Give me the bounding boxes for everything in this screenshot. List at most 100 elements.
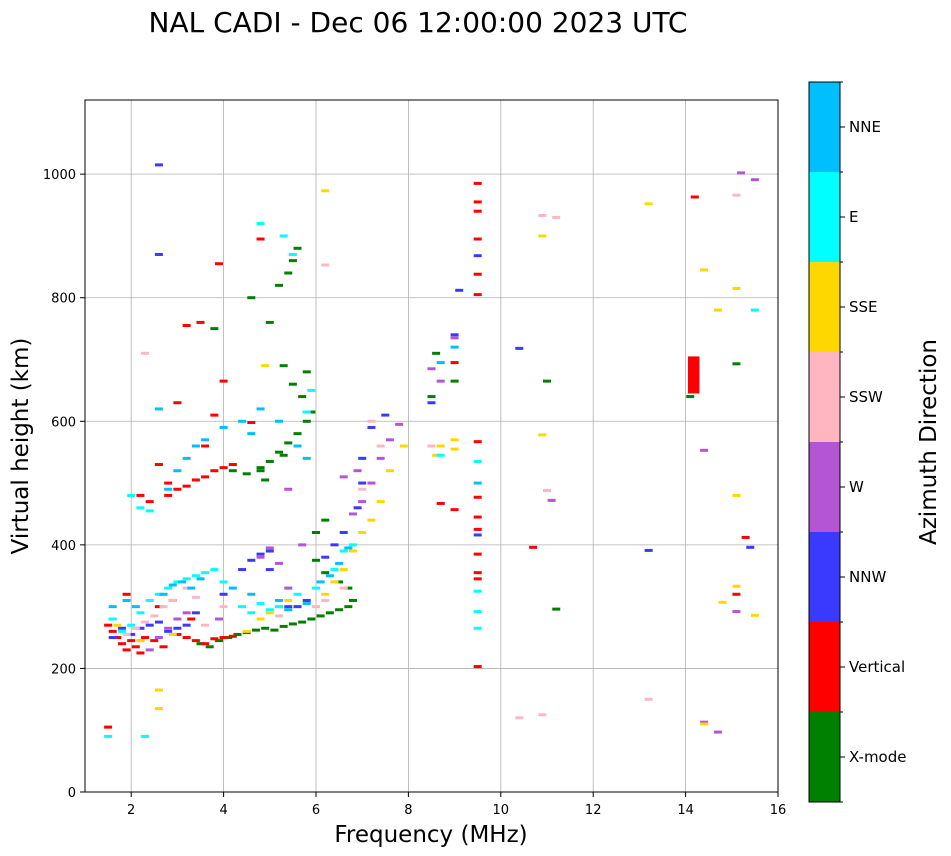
point-x-mode-7 xyxy=(261,626,270,630)
point-w-25 xyxy=(547,498,556,502)
point-e-2 xyxy=(117,629,126,633)
point-w-27 xyxy=(298,543,307,547)
point-x-mode-9 xyxy=(279,624,288,628)
point-nne-24 xyxy=(256,407,265,411)
point-w-30 xyxy=(339,475,348,479)
point-sse-19 xyxy=(450,447,459,451)
point-e-16 xyxy=(256,602,265,606)
point-vertical-55 xyxy=(473,665,482,669)
point-nne-1 xyxy=(122,598,131,602)
point-e-27 xyxy=(279,234,288,238)
x-axis-ticks: 2 4 6 8 10 12 14 16 xyxy=(127,792,786,818)
point-e-19 xyxy=(293,592,302,596)
point-sse-17 xyxy=(432,453,441,457)
colorbar-labels: X-mode Vertical NNW W SSW SSE E NNE xyxy=(840,81,906,803)
point-x-mode-49 xyxy=(552,607,561,611)
point-nnw-19 xyxy=(358,481,367,485)
point-vertical-36 xyxy=(145,500,154,504)
point-ssw-10 xyxy=(275,614,284,618)
x-tick-label-4: 10 xyxy=(493,803,510,818)
y-tick-label-3: 600 xyxy=(51,415,76,430)
point-nnw-5 xyxy=(154,620,163,624)
point-vertical-block xyxy=(687,356,700,394)
point-vertical-37 xyxy=(164,493,173,497)
point-w-10 xyxy=(348,512,357,516)
point-e-11 xyxy=(201,571,210,575)
point-e-23 xyxy=(348,543,357,547)
point-ssw-4 xyxy=(159,605,168,609)
x-tick-label-6: 14 xyxy=(677,803,694,818)
point-nne-13 xyxy=(316,580,325,584)
point-x-mode-23 xyxy=(242,472,251,476)
point-w-2 xyxy=(154,636,163,640)
point-e-3 xyxy=(127,623,136,627)
point-sse-35 xyxy=(261,364,270,368)
point-nnw-35 xyxy=(265,568,274,572)
point-nne-11 xyxy=(284,608,293,612)
point-vertical-51 xyxy=(473,527,482,531)
point-nnw-7 xyxy=(173,626,182,630)
point-nnw-14 xyxy=(302,598,311,602)
point-nnw-33 xyxy=(154,163,163,167)
point-vertical-33 xyxy=(214,262,223,266)
point-w-14 xyxy=(385,438,394,442)
point-nnw-20 xyxy=(367,425,376,429)
point-w-20 xyxy=(750,178,759,182)
colorbar-segment-nnw xyxy=(809,532,840,622)
point-w-4 xyxy=(173,617,182,621)
point-nnw-15 xyxy=(321,555,330,559)
point-nne-20 xyxy=(191,444,200,448)
point-nne-23 xyxy=(238,419,247,423)
point-ssw-6 xyxy=(141,351,150,355)
point-e-37 xyxy=(256,222,265,226)
point-vertical-24 xyxy=(201,475,210,479)
point-x-mode-43 xyxy=(321,518,330,522)
point-ssw-24 xyxy=(543,488,551,492)
point-vertical-28 xyxy=(201,444,210,448)
point-w-24 xyxy=(732,610,741,614)
point-w-21 xyxy=(700,448,709,452)
point-nne-0 xyxy=(108,605,117,609)
point-nnw-13 xyxy=(293,605,302,609)
point-nnw-36 xyxy=(284,605,293,609)
point-ssw-26 xyxy=(367,419,376,423)
point-vertical-64 xyxy=(173,401,182,405)
point-nnw-0 xyxy=(108,636,117,640)
point-ssw-25 xyxy=(321,263,330,267)
point-x-mode-53 xyxy=(247,296,256,300)
point-nnw-17 xyxy=(339,531,348,534)
point-nnw-23 xyxy=(450,333,459,337)
point-w-26 xyxy=(353,469,362,473)
point-ssw-27 xyxy=(201,623,210,627)
point-sse-13 xyxy=(367,518,376,522)
point-x-mode-41 xyxy=(279,453,288,457)
point-vertical-22 xyxy=(182,484,191,488)
point-nnw-34 xyxy=(154,252,163,256)
point-nnw-27 xyxy=(473,533,482,537)
point-vertical-26 xyxy=(219,466,228,470)
point-nnw-18 xyxy=(353,506,362,510)
point-vertical-14 xyxy=(201,642,210,646)
point-e-14 xyxy=(238,605,247,609)
point-ssw-12 xyxy=(312,605,320,609)
point-x-mode-29 xyxy=(302,419,311,423)
x-axis-title: Frequency (MHz) xyxy=(334,822,527,848)
point-vertical-35 xyxy=(182,324,191,328)
point-vertical-13 xyxy=(191,639,200,643)
y-tick-label-1: 200 xyxy=(51,662,76,677)
point-w-23 xyxy=(713,730,722,734)
point-sse-12 xyxy=(358,531,367,534)
point-sse-23 xyxy=(644,202,653,206)
point-vertical-56 xyxy=(529,545,538,549)
colorbar-label-x-mode: X-mode xyxy=(849,748,906,766)
data-points xyxy=(104,163,759,738)
point-x-mode-39 xyxy=(256,469,265,473)
point-w-15 xyxy=(395,422,404,426)
point-vertical-2 xyxy=(113,636,122,640)
point-e-21 xyxy=(330,568,339,572)
point-e-34 xyxy=(473,626,482,630)
point-nnw-29 xyxy=(746,545,755,549)
point-nnw-12 xyxy=(265,549,274,553)
colorbar-title: Azimuth Direction xyxy=(916,339,942,545)
point-vertical-48 xyxy=(450,508,459,512)
